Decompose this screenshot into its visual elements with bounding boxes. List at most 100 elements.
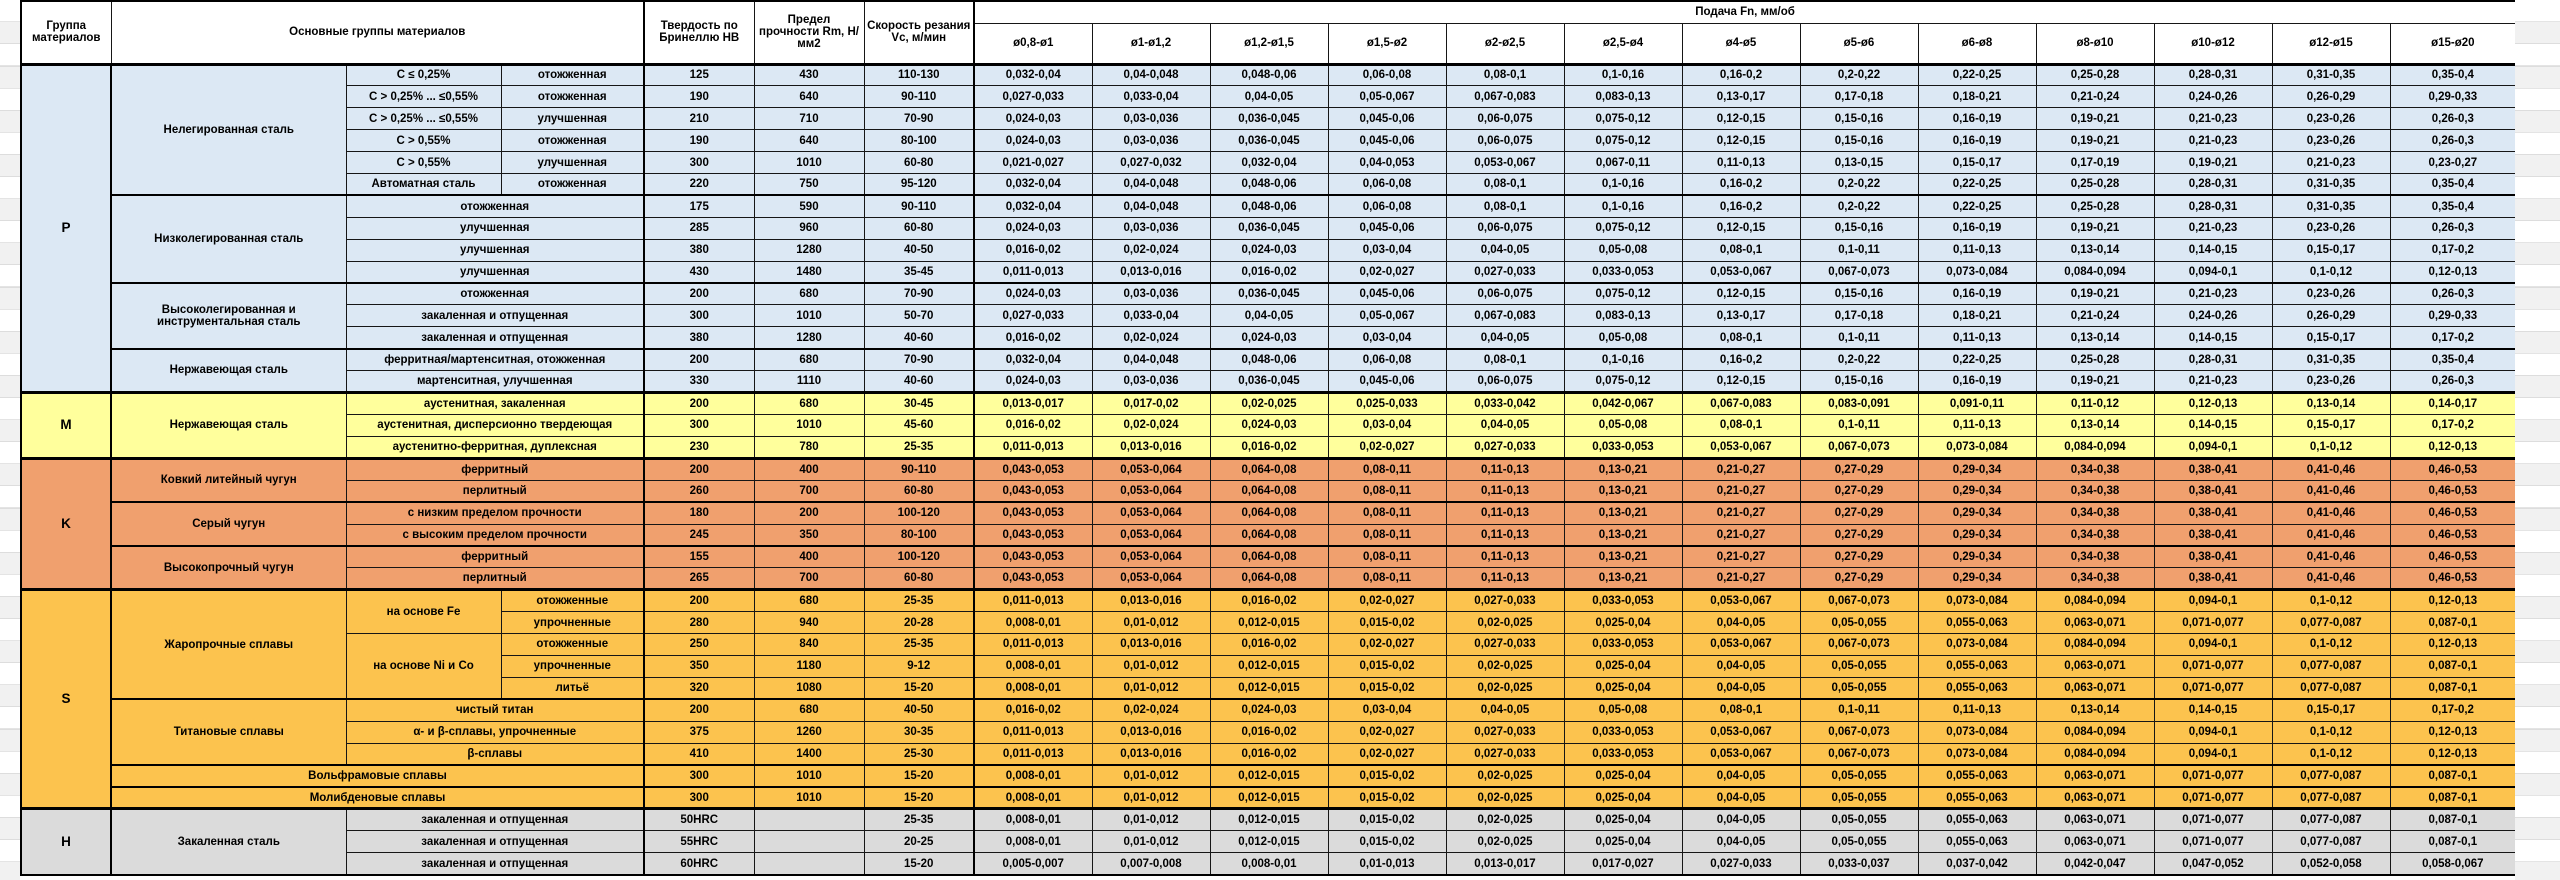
cell-strength[interactable]: 430: [753, 62, 865, 87]
cell-feed[interactable]: 0,29-0,34: [1917, 479, 2037, 503]
cell-feed[interactable]: 0,025-0,033: [1327, 391, 1447, 415]
cell-condition[interactable]: закаленная и отпущенная: [345, 304, 645, 328]
cell-feed[interactable]: 0,17-0,2: [2389, 698, 2517, 722]
cell-feed[interactable]: 0,015-0,02: [1327, 830, 1447, 854]
cell-material-subtype[interactable]: Автоматная сталь: [345, 173, 502, 196]
cell-hardness[interactable]: 265: [643, 567, 755, 591]
cell-feed[interactable]: 0,064-0,08: [1209, 544, 1329, 569]
cell-feed[interactable]: 0,053-0,067: [1681, 588, 1801, 613]
cell-feed[interactable]: 0,033-0,04: [1091, 85, 1211, 109]
cell-feed[interactable]: 0,011-0,013: [973, 720, 1093, 744]
cell-feed[interactable]: 0,015-0,02: [1327, 654, 1447, 678]
cell-material-subtype[interactable]: аустенитная, закаленная: [345, 391, 645, 415]
cell-feed[interactable]: 0,17-0,18: [1799, 85, 1919, 109]
cell-feed[interactable]: 0,26-0,3: [2389, 282, 2517, 306]
cell-strength[interactable]: 590: [753, 194, 865, 218]
cell-feed[interactable]: 0,12-0,13: [2389, 720, 2517, 744]
cell-feed[interactable]: 0,053-0,064: [1091, 567, 1211, 591]
cell-feed[interactable]: 0,087-0,1: [2389, 764, 2517, 788]
cell-feed[interactable]: 0,17-0,18: [1799, 304, 1919, 328]
cell-feed[interactable]: 0,31-0,35: [2271, 62, 2391, 87]
cell-feed[interactable]: 0,036-0,045: [1209, 107, 1329, 131]
cell-feed[interactable]: 0,053-0,064: [1091, 523, 1211, 547]
cell-feed[interactable]: 0,14-0,15: [2153, 414, 2273, 437]
cell-feed[interactable]: 0,12-0,13: [2153, 391, 2273, 415]
cell-feed[interactable]: 0,22-0,25: [1917, 347, 2037, 372]
cell-feed[interactable]: 0,11-0,12: [2035, 391, 2155, 415]
cell-feed[interactable]: 0,38-0,41: [2153, 456, 2273, 481]
cell-feed[interactable]: 0,055-0,063: [1917, 654, 2037, 678]
cell-feed[interactable]: 0,055-0,063: [1917, 807, 2037, 832]
cell-speed[interactable]: 25-35: [863, 633, 975, 656]
cell-feed[interactable]: 0,21-0,27: [1681, 456, 1801, 481]
cell-feed[interactable]: 0,067-0,083: [1445, 304, 1565, 328]
cell-feed[interactable]: 0,053-0,067: [1681, 720, 1801, 744]
cell-feed[interactable]: 0,27-0,29: [1799, 523, 1919, 547]
cell-feed[interactable]: 0,043-0,053: [973, 479, 1093, 503]
cell-feed[interactable]: 0,045-0,06: [1327, 107, 1447, 131]
cell-hardness[interactable]: 380: [643, 238, 755, 262]
cell-hardness[interactable]: 200: [643, 456, 755, 481]
cell-group-letter[interactable]: P: [20, 62, 112, 394]
cell-feed[interactable]: 0,13-0,14: [2035, 326, 2155, 350]
cell-speed[interactable]: 25-35: [863, 807, 975, 832]
header-feed-col[interactable]: ø4-ø5: [1681, 22, 1801, 65]
cell-feed[interactable]: 0,11-0,13: [1917, 238, 2037, 262]
cell-feed[interactable]: 0,012-0,015: [1209, 785, 1329, 810]
cell-strength[interactable]: 400: [753, 544, 865, 569]
cell-material-subtype[interactable]: отожженная: [345, 282, 645, 306]
cell-group-letter[interactable]: K: [20, 456, 112, 591]
cell-hardness[interactable]: 200: [643, 391, 755, 415]
cell-material-group[interactable]: Жаропрочные сплавы: [110, 588, 347, 700]
cell-feed[interactable]: 0,06-0,08: [1327, 194, 1447, 218]
cell-feed[interactable]: 0,05-0,067: [1327, 304, 1447, 328]
cell-feed[interactable]: 0,08-0,11: [1327, 501, 1447, 525]
cell-feed[interactable]: 0,032-0,04: [973, 347, 1093, 372]
cell-feed[interactable]: 0,087-0,1: [2389, 654, 2517, 678]
cell-condition[interactable]: закаленная и отпущенная: [345, 830, 645, 854]
cell-speed[interactable]: 80-100: [863, 523, 975, 547]
cell-feed[interactable]: 0,048-0,06: [1209, 347, 1329, 372]
cell-feed[interactable]: 0,071-0,077: [2153, 611, 2273, 635]
cell-feed[interactable]: 0,036-0,045: [1209, 282, 1329, 306]
cell-feed[interactable]: 0,04-0,05: [1681, 764, 1801, 788]
cell-feed[interactable]: 0,016-0,02: [973, 698, 1093, 722]
cell-strength[interactable]: 1080: [753, 676, 865, 700]
cell-feed[interactable]: 0,048-0,06: [1209, 173, 1329, 196]
cell-feed[interactable]: 0,28-0,31: [2153, 62, 2273, 87]
cell-feed[interactable]: 0,16-0,2: [1681, 347, 1801, 372]
cell-feed[interactable]: 0,16-0,19: [1917, 129, 2037, 153]
cell-feed[interactable]: 0,008-0,01: [973, 807, 1093, 832]
cell-condition[interactable]: отожженная: [500, 129, 645, 153]
cell-feed[interactable]: 0,03-0,036: [1091, 370, 1211, 394]
cell-condition[interactable]: отожженные: [500, 633, 645, 656]
cell-feed[interactable]: 0,38-0,41: [2153, 544, 2273, 569]
cell-feed[interactable]: 0,024-0,03: [1209, 698, 1329, 722]
cell-feed[interactable]: 0,13-0,21: [1563, 523, 1683, 547]
cell-material-group[interactable]: Высоколегированная и инструментальная ст…: [110, 282, 347, 350]
cell-material-subtype[interactable]: ферритная/мартенситная, отожженная: [345, 347, 645, 372]
cell-feed[interactable]: 0,25-0,28: [2035, 173, 2155, 196]
cell-speed[interactable]: 35-45: [863, 260, 975, 284]
cell-feed[interactable]: 0,17-0,2: [2389, 326, 2517, 350]
cell-speed[interactable]: 70-90: [863, 107, 975, 131]
cell-feed[interactable]: 0,067-0,073: [1799, 435, 1919, 459]
cell-group-letter[interactable]: M: [20, 391, 112, 459]
cell-strength[interactable]: 640: [753, 129, 865, 153]
cell-feed[interactable]: 0,033-0,053: [1563, 260, 1683, 284]
header-feed-col[interactable]: ø1,5-ø2: [1327, 22, 1447, 65]
cell-hardness[interactable]: 350: [643, 654, 755, 678]
cell-feed[interactable]: 0,025-0,04: [1563, 830, 1683, 854]
cell-feed[interactable]: 0,073-0,084: [1917, 435, 2037, 459]
cell-feed[interactable]: 0,048-0,06: [1209, 62, 1329, 87]
cell-feed[interactable]: 0,02-0,025: [1445, 654, 1565, 678]
cell-feed[interactable]: 0,29-0,34: [1917, 456, 2037, 481]
cell-feed[interactable]: 0,11-0,13: [1445, 456, 1565, 481]
cell-feed[interactable]: 0,032-0,04: [973, 194, 1093, 218]
cell-feed[interactable]: 0,1-0,11: [1799, 326, 1919, 350]
cell-speed[interactable]: 9-12: [863, 654, 975, 678]
cell-feed[interactable]: 0,34-0,38: [2035, 479, 2155, 503]
cell-feed[interactable]: 0,08-0,1: [1681, 698, 1801, 722]
cell-feed[interactable]: 0,064-0,08: [1209, 456, 1329, 481]
cell-feed[interactable]: 0,08-0,1: [1681, 238, 1801, 262]
